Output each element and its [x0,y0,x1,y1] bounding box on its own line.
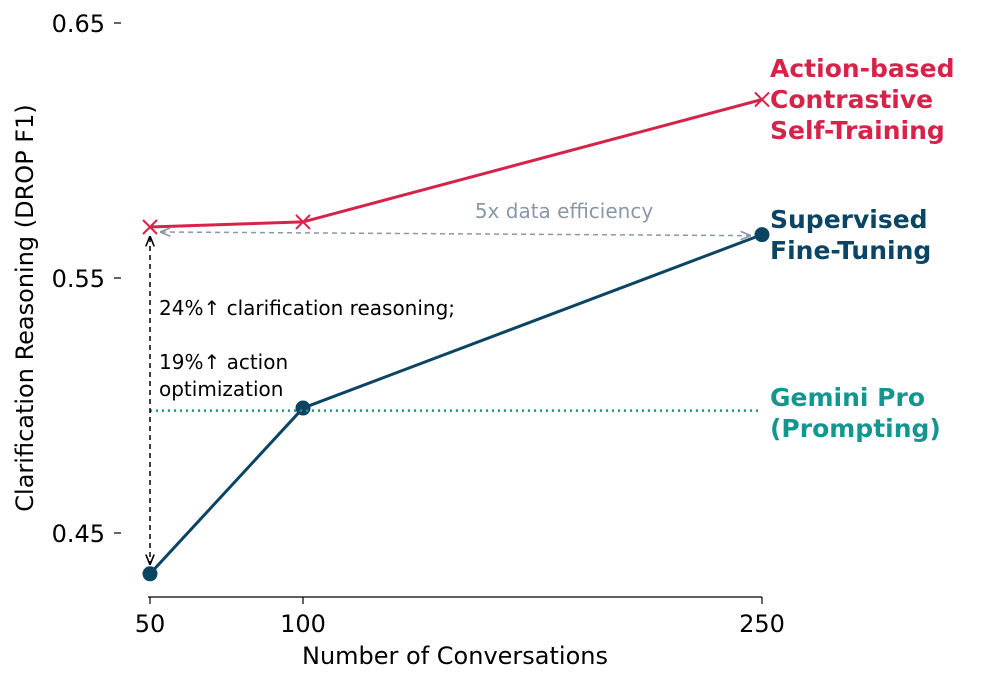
circle-marker [142,566,158,582]
y-tick-label: 0.55 [52,265,105,293]
x-marker [295,214,311,230]
circle-marker [754,227,770,243]
efficiency-arrow [161,232,750,236]
x-marker [754,91,770,108]
x-axis-title: Number of Conversations [302,642,608,670]
series-labels: Action-based Contrastive Self-Training Supe… [770,54,955,443]
y-tick-label: 0.65 [52,10,105,38]
action-annotation-line1: 19%↑ action [159,350,288,374]
y-tick-label: 0.45 [52,520,105,548]
series-label: Supervised Fine-Tuning [770,205,931,265]
x-tick-label: 250 [739,610,785,638]
series-label: Action-based Contrastive Self-Training [770,54,955,145]
clarification-annotation: 24%↑ clarification reasoning; [159,296,455,320]
efficiency-annotation: 5x data efficiency [475,199,653,223]
series-label: Gemini Pro (Prompting) [770,383,941,443]
series-line [149,98,763,229]
x-marker [142,219,158,235]
y-axis-title: Clarification Reasoning (DROP F1) [11,104,39,511]
x-tick-label: 100 [280,610,326,638]
series-line [148,233,763,575]
circle-marker [295,400,311,416]
action-annotation-line2: optimization [159,377,283,401]
series-layer [142,91,770,582]
x-ticks: 50 100 250 [135,597,785,638]
y-ticks: 0.45 0.55 0.65 [52,10,121,548]
x-tick-label: 50 [135,610,166,638]
